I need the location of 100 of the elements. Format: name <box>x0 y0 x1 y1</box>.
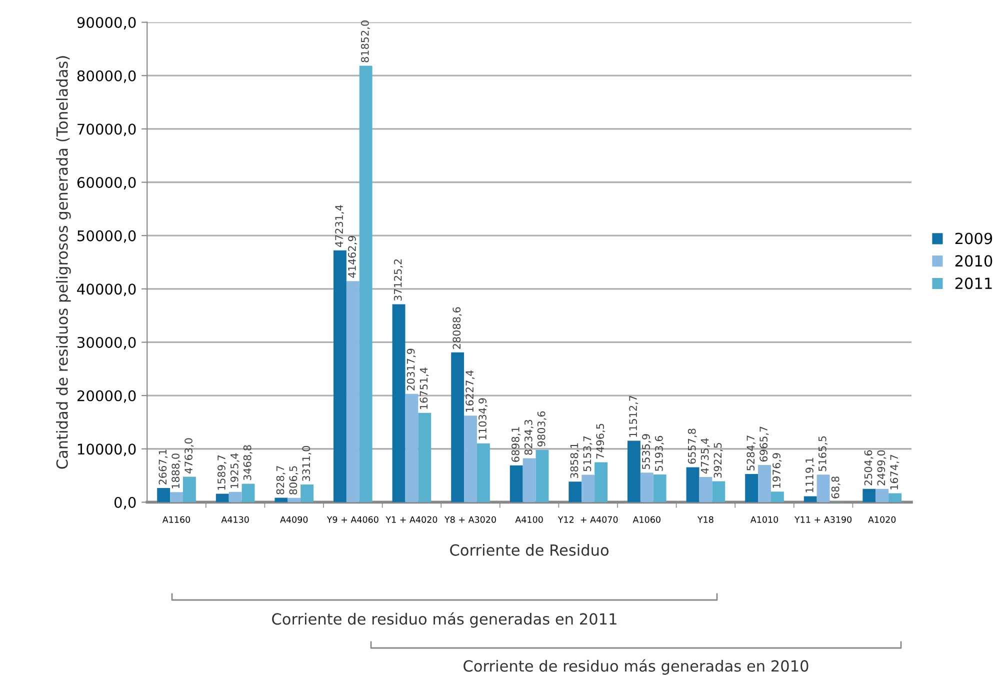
bar <box>876 488 889 502</box>
bar <box>594 462 608 502</box>
y-tick-label: 20000,0 <box>77 390 136 403</box>
data-label: 68,8 <box>831 476 840 498</box>
bar <box>392 304 406 502</box>
legend-label: 2011 <box>955 278 992 290</box>
bar <box>334 250 346 502</box>
data-label: 1589,7 <box>218 455 226 490</box>
data-label: 3858,1 <box>570 443 580 478</box>
bar <box>242 484 255 502</box>
legend-label: 2009 <box>955 232 992 244</box>
bar <box>300 484 314 502</box>
x-tick-label: Y12 + A4070 <box>558 516 618 523</box>
legend-label: 2010 <box>955 255 992 267</box>
bar <box>157 488 170 502</box>
data-label: 1119,1 <box>806 458 814 492</box>
x-tick-label: A1010 <box>750 516 778 523</box>
data-label: 6557,8 <box>688 428 697 464</box>
x-tick-label: A1060 <box>632 516 660 523</box>
y-tick-label: 0,0 <box>114 496 136 510</box>
bar <box>228 492 242 502</box>
data-label: 81852,0 <box>360 20 370 62</box>
x-tick-label: A4100 <box>515 516 543 523</box>
data-label: 4735,4 <box>700 438 710 474</box>
x-axis-title: Corriente de Residuo <box>450 544 609 556</box>
data-label: 5165,5 <box>818 436 828 472</box>
bar <box>582 474 595 502</box>
y-axis-title: Cantidad de residuos peligrosos generada (Toneladas) <box>56 56 71 469</box>
y-tick-label: 90000,0 <box>77 16 136 30</box>
bar <box>568 482 582 502</box>
data-label: 37125,2 <box>394 259 403 301</box>
text: Corriente de residuo más generadas en 2010 <box>464 659 808 675</box>
data-label: 16227,4 <box>466 370 475 412</box>
data-label: 2504,6 <box>864 450 874 486</box>
data-label: 5193,6 <box>654 436 664 471</box>
bar <box>346 281 360 502</box>
bar <box>770 492 784 502</box>
data-label: 11034,9 <box>478 398 488 440</box>
bar <box>274 498 288 502</box>
data-label: 1674,7 <box>890 454 900 490</box>
data-label: 828,7 <box>276 466 286 494</box>
x-tick-label: A1020 <box>868 516 896 523</box>
data-label: 8234,3 <box>524 420 534 455</box>
data-label: 16751,4 <box>420 368 429 409</box>
data-label: 9803,6 <box>537 411 546 446</box>
bar <box>451 352 464 502</box>
bar <box>758 465 771 502</box>
y-tick-label: 10000,0 <box>78 444 136 456</box>
y-tick-label: 30000,0 <box>78 336 136 350</box>
y-tick-label: 40000,0 <box>77 284 136 296</box>
data-label: 3922,5 <box>714 442 723 478</box>
data-label: 3311,0 <box>302 446 312 481</box>
data-label: 6898,1 <box>512 427 520 462</box>
x-tick-label: Y11 + A3190 <box>794 516 852 523</box>
y-tick-label: 60000,0 <box>77 176 136 190</box>
bar <box>745 474 758 502</box>
data-label: 1976,9 <box>772 453 782 488</box>
y-tick-label: 50000,0 <box>78 230 136 243</box>
x-tick-label: Y1 + A4020 <box>386 516 438 523</box>
data-label: 1888,0 <box>172 454 181 488</box>
data-label: 4763,0 <box>184 438 194 474</box>
bar <box>804 496 817 502</box>
data-label: 28088,6 <box>452 307 462 349</box>
data-label: 11512,7 <box>629 396 638 437</box>
data-label: 5535,9 <box>642 434 651 470</box>
bar <box>359 66 372 502</box>
bar <box>464 416 477 502</box>
bar <box>653 474 666 502</box>
data-label: 2667,1 <box>158 450 168 484</box>
bar <box>182 476 196 502</box>
bar <box>699 476 712 502</box>
text: Corriente de residuo más generadas en 2011 <box>272 612 616 628</box>
bar <box>418 412 432 502</box>
x-tick-label: Y18 <box>697 516 714 523</box>
bar <box>522 458 536 502</box>
data-label: 7496,5 <box>596 424 606 459</box>
data-label: 2499,0 <box>877 450 886 486</box>
bar <box>816 474 830 502</box>
x-tick-label: A4090 <box>280 516 308 523</box>
data-label: 5153,7 <box>583 436 592 472</box>
bar <box>536 450 549 502</box>
data-label: 1925,4 <box>230 453 240 488</box>
bar <box>405 394 418 502</box>
data-label: 806,5 <box>289 466 298 494</box>
y-tick-label: 80000,0 <box>77 70 136 83</box>
data-label: 3468,8 <box>243 445 252 480</box>
data-label: 41462,9 <box>348 236 357 278</box>
data-label: 20317,9 <box>406 348 416 390</box>
bar <box>170 492 183 502</box>
bar <box>288 498 301 502</box>
data-label: 47231,4 <box>335 205 344 248</box>
bar <box>888 493 902 502</box>
x-tick-label: Y9 + A4060 <box>326 516 378 523</box>
x-tick-label: A4130 <box>221 516 249 523</box>
bar <box>862 488 876 502</box>
bar <box>628 440 640 502</box>
bar <box>476 443 490 502</box>
bar <box>216 494 229 502</box>
data-label: 5284,7 <box>746 436 756 470</box>
bar <box>510 465 523 502</box>
